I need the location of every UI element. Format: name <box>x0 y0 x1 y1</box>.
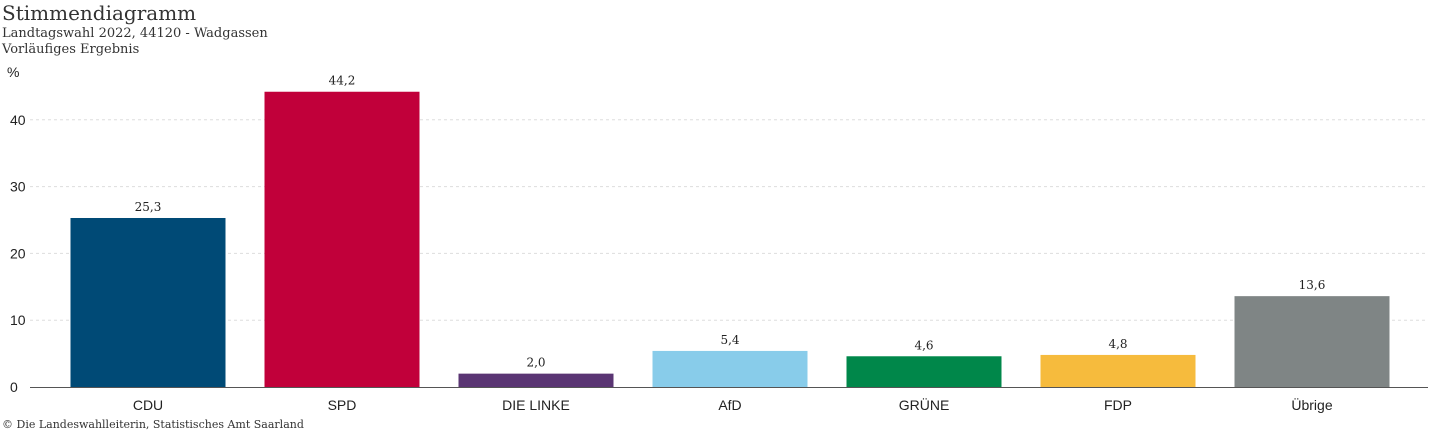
y-tick-label: 20 <box>10 245 26 261</box>
chart-subtitle-status: Vorläufiges Ergebnis <box>2 42 140 57</box>
bar-value-label: 44,2 <box>329 74 356 88</box>
bar-übrige <box>1234 296 1390 387</box>
x-category-label: FDP <box>1104 397 1132 413</box>
bar-value-label: 2,0 <box>526 356 545 370</box>
chart-header: Stimmendiagramm Landtagswahl 2022, 44120… <box>2 0 268 58</box>
y-tick-label: 30 <box>10 179 26 195</box>
bar-fdp <box>1040 354 1196 387</box>
axes: % 0 10 20 30 40 CDU SPD DIE LINKE AfD GRÜNE FDP Übri… <box>7 64 1428 413</box>
x-category-label: SPD <box>328 397 357 413</box>
y-tick-label: 0 <box>10 379 18 395</box>
y-axis-unit-label: % <box>7 64 19 80</box>
bar-spd <box>264 91 420 387</box>
bar-value-label: 4,8 <box>1108 337 1127 351</box>
x-category-label: CDU <box>133 397 163 413</box>
copyright-note: © Die Landeswahlleiterin, Statistisches … <box>2 418 304 431</box>
bar-cdu <box>70 217 226 387</box>
bar-grüne <box>846 356 1002 387</box>
y-tick-label: 40 <box>10 112 26 128</box>
bars: 25,3 44,2 2,0 5,4 4,6 4,8 13,6 <box>70 74 1390 387</box>
x-category-label: AfD <box>718 397 741 413</box>
bar-die-linke <box>458 373 614 387</box>
x-category-label: DIE LINKE <box>502 397 570 413</box>
bar-value-label: 13,6 <box>1299 278 1326 292</box>
x-category-label: Übrige <box>1291 396 1332 413</box>
y-tick-label: 10 <box>10 312 26 328</box>
chart-title: Stimmendiagramm <box>2 1 197 25</box>
gridlines <box>30 119 1428 321</box>
chart-subtitle-election: Landtagswahl 2022, 44120 - Wadgassen <box>2 26 268 41</box>
bar-value-label: 5,4 <box>720 333 739 347</box>
bar-value-label: 25,3 <box>135 200 162 214</box>
bar-afd <box>652 350 808 387</box>
x-category-label: GRÜNE <box>899 396 950 413</box>
bar-value-label: 4,6 <box>914 338 933 352</box>
